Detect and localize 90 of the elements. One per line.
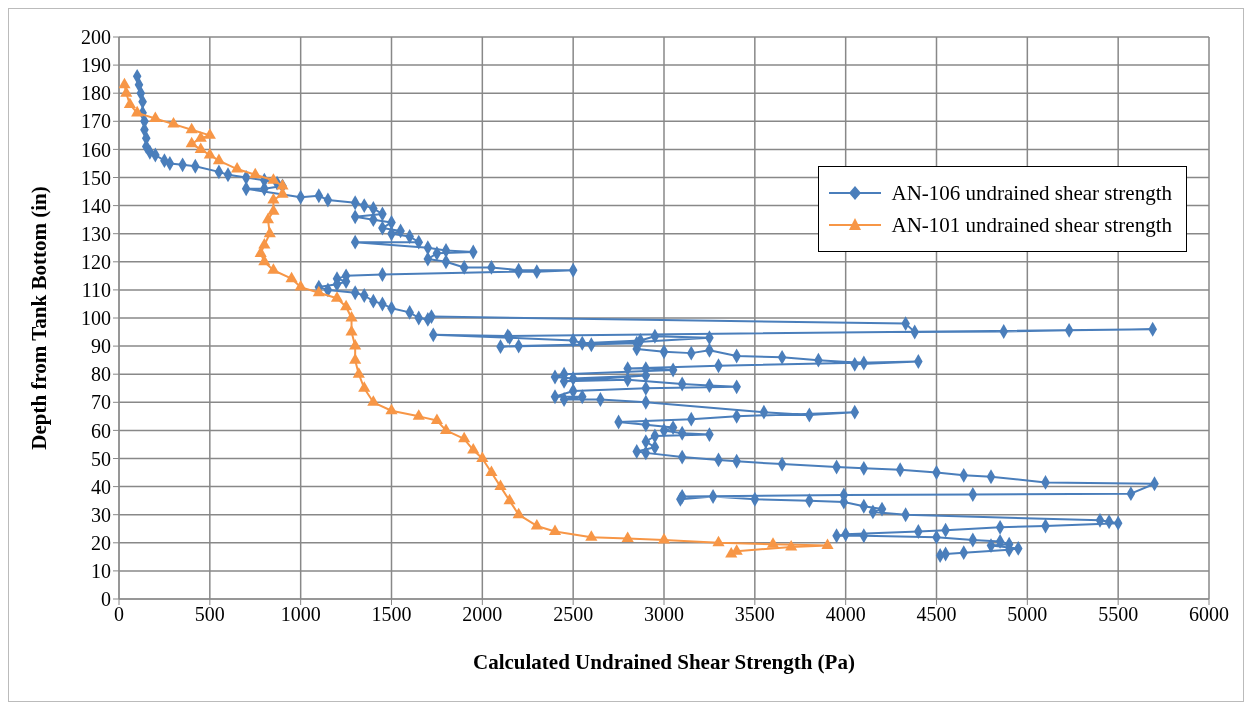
point: [285, 271, 298, 283]
point: [203, 128, 216, 139]
legend-label: AN-101 undrained shear strength: [891, 212, 1172, 238]
point: [358, 381, 371, 392]
y-tick-label: 150: [81, 166, 111, 189]
point: [439, 423, 453, 434]
point: [725, 547, 738, 558]
y-tick-label: 70: [91, 391, 111, 414]
point: [585, 530, 598, 541]
y-tick-label: 180: [81, 82, 111, 105]
point: [476, 451, 489, 463]
point: [785, 540, 798, 551]
point: [349, 339, 362, 350]
x-tick-label: 3500: [734, 603, 775, 626]
x-tick-label: 1000: [280, 603, 321, 626]
point: [267, 204, 280, 215]
x-axis-title: Calculated Undrained Shear Strength (Pa): [473, 650, 855, 674]
point: [530, 518, 543, 530]
point: [194, 131, 207, 142]
y-tick-label: 60: [91, 419, 111, 442]
y-tick-label: 190: [81, 54, 111, 77]
x-tick-label: 2000: [462, 603, 503, 626]
x-tick-label: 5500: [1098, 603, 1139, 626]
y-tick-label: 120: [81, 250, 111, 273]
x-tick-label: 1500: [371, 603, 412, 626]
y-tick-label: 40: [91, 475, 111, 498]
point: [345, 325, 358, 336]
x-tick-label: 3000: [644, 603, 684, 626]
point: [494, 479, 507, 491]
point: [258, 237, 271, 249]
point: [345, 310, 358, 322]
y-tick-label: 10: [91, 560, 111, 582]
point: [119, 77, 131, 89]
point: [548, 524, 562, 536]
x-tick-label: 500: [194, 603, 225, 626]
x-tick-label: 4500: [916, 603, 957, 626]
point: [267, 263, 280, 274]
point: [261, 212, 275, 224]
y-tick-label: 20: [91, 531, 111, 554]
legend-label: AN-106 undrained shear strength: [891, 180, 1172, 206]
y-tick-label: 110: [81, 279, 111, 301]
point: [430, 413, 443, 425]
point: [766, 537, 780, 548]
y-tick-label: 200: [81, 26, 111, 49]
y-axis-title: Depth from Tank Bottom (in): [27, 186, 52, 450]
point: [263, 226, 276, 238]
y-tick-label: 130: [81, 222, 111, 245]
x-tick-label: 4000: [825, 603, 866, 626]
x-tick-label: 6000: [1189, 603, 1229, 626]
point: [712, 535, 725, 547]
point: [185, 136, 198, 148]
point: [385, 403, 398, 415]
y-tick-label: 90: [91, 335, 111, 358]
point: [249, 167, 262, 179]
point: [512, 507, 525, 519]
y-tick-label: 170: [81, 110, 111, 133]
point: [194, 142, 207, 153]
point: [485, 465, 498, 477]
point: [821, 538, 834, 550]
y-tick-label: 100: [81, 307, 111, 330]
point: [294, 280, 307, 291]
point: [503, 493, 516, 505]
point: [185, 122, 198, 134]
y-tick-label: 50: [91, 447, 111, 470]
point: [330, 291, 344, 302]
point: [203, 148, 216, 159]
point: [312, 285, 325, 297]
y-tick-label: 140: [81, 194, 111, 217]
point: [212, 153, 225, 165]
x-tick-label: 5000: [1007, 603, 1048, 626]
point: [267, 192, 280, 204]
y-tick-label: 80: [91, 363, 111, 386]
point: [131, 105, 144, 117]
y-tick-label: 30: [91, 503, 111, 526]
y-tick-label: 160: [81, 138, 111, 161]
point: [621, 531, 634, 543]
point: [167, 117, 180, 128]
x-tick-label: 2500: [553, 603, 594, 626]
y-tick-label: 0: [101, 588, 111, 611]
point: [458, 431, 471, 443]
point: [352, 367, 365, 378]
point: [340, 299, 353, 311]
point: [467, 443, 480, 454]
point: [367, 395, 380, 406]
point: [349, 353, 362, 364]
point: [123, 97, 136, 108]
point: [412, 409, 425, 420]
point: [231, 162, 244, 173]
point: [267, 173, 280, 184]
point: [149, 111, 162, 122]
